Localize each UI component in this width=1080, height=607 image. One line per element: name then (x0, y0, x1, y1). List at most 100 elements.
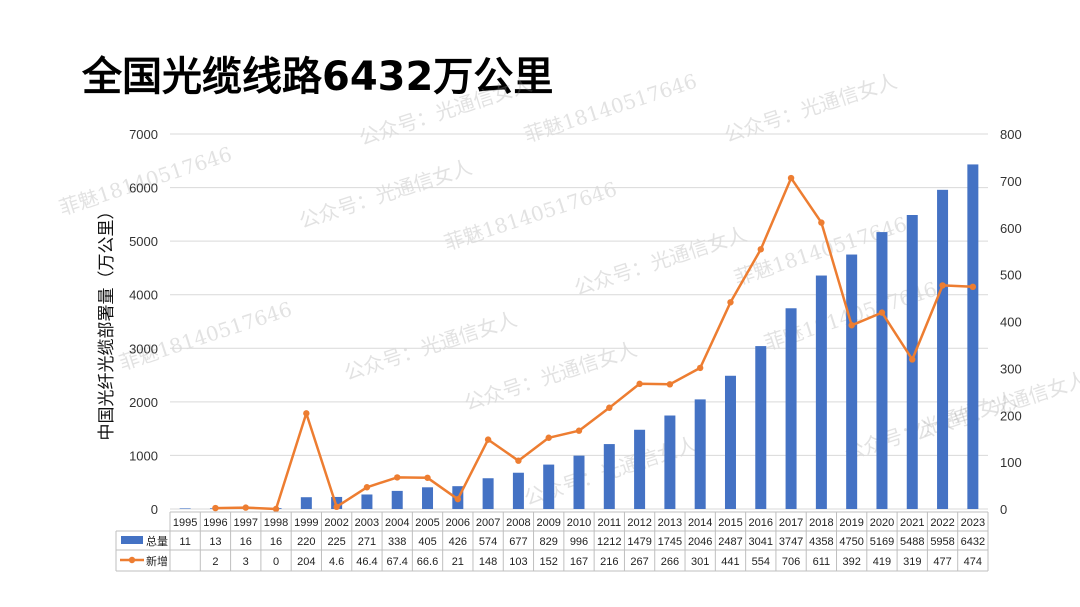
bar (755, 346, 767, 509)
bar (876, 232, 888, 509)
x-tick-label: 2012 (627, 517, 651, 529)
bar (482, 478, 494, 509)
y2-tick-label: 800 (1000, 127, 1022, 142)
x-tick-label: 2015 (718, 517, 742, 529)
x-tick-label: 2016 (749, 517, 773, 529)
x-tick-label: 2003 (355, 517, 379, 529)
y-tick-label: 0 (151, 502, 158, 517)
y-tick-label: 3000 (129, 341, 158, 356)
data-label-added: 103 (509, 556, 527, 568)
x-tick-label: 2023 (961, 517, 985, 529)
legend-label-added: 新增 (146, 554, 168, 568)
x-tick-label: 2009 (536, 517, 560, 529)
data-label-total: 3041 (749, 536, 773, 548)
data-label-added: 706 (782, 556, 800, 568)
series-line (215, 176, 973, 511)
line-point (909, 356, 916, 363)
bar (694, 399, 706, 509)
data-label-total: 5488 (900, 536, 924, 548)
bar (785, 308, 797, 509)
line-point (303, 410, 310, 417)
data-label-added: 441 (721, 556, 739, 568)
bar (573, 455, 585, 509)
data-label-total: 405 (418, 536, 436, 548)
line-point (848, 322, 855, 329)
data-label-added: 67.4 (387, 556, 408, 568)
data-label-total: 225 (327, 536, 345, 548)
line-point (818, 219, 825, 226)
x-tick-label: 1998 (264, 517, 288, 529)
y-tick-label: 6000 (129, 181, 158, 196)
data-label-added: 319 (903, 556, 921, 568)
data-label-total: 1745 (658, 536, 682, 548)
data-label-total: 16 (240, 536, 252, 548)
data-label-added: 4.6 (329, 556, 344, 568)
data-label-total: 2487 (718, 536, 742, 548)
data-label-added: 266 (661, 556, 679, 568)
bar (361, 494, 373, 509)
y-tick-label: 7000 (129, 127, 158, 142)
data-label-total: 5958 (930, 536, 954, 548)
bar (664, 415, 676, 509)
data-label-added: 46.4 (356, 556, 377, 568)
data-label-total: 677 (509, 536, 527, 548)
data-label-total: 829 (540, 536, 558, 548)
data-label-added: 204 (297, 556, 315, 568)
data-label-added: 474 (964, 556, 982, 568)
bar (422, 487, 434, 509)
x-tick-label: 2020 (870, 517, 894, 529)
line-point (575, 427, 583, 434)
data-label-added: 66.6 (417, 556, 438, 568)
x-tick-label: 2011 (597, 517, 621, 529)
x-tick-label: 2018 (809, 517, 833, 529)
x-tick-label: 2013 (658, 517, 682, 529)
bar (724, 375, 736, 509)
data-label-added: 3 (243, 556, 249, 568)
x-tick-label: 2017 (779, 517, 803, 529)
bar (543, 464, 555, 509)
data-label-added: 0 (273, 556, 279, 568)
data-label-added: 392 (842, 556, 860, 568)
legend-label-total: 总量 (146, 534, 168, 548)
line-point (666, 381, 674, 388)
x-tick-label: 2006 (446, 517, 470, 529)
x-tick-label: 2022 (930, 517, 954, 529)
data-label-total: 13 (209, 536, 221, 548)
line-point (606, 404, 613, 411)
x-tick-label: 2010 (567, 517, 591, 529)
line-point (454, 495, 462, 503)
data-label-total: 996 (570, 536, 588, 548)
data-label-added: 21 (452, 556, 464, 568)
y2-tick-label: 600 (1000, 221, 1022, 236)
bar (603, 444, 615, 509)
data-label-added: 554 (752, 556, 770, 568)
bar (512, 472, 524, 509)
data-label-total: 3747 (779, 536, 803, 548)
x-tick-label: 2008 (506, 517, 530, 529)
x-tick-label: 2007 (476, 517, 500, 529)
data-label-total: 16 (270, 536, 282, 548)
x-tick-label: 2021 (900, 517, 924, 529)
data-label-total: 6432 (961, 536, 985, 548)
x-tick-label: 1997 (233, 517, 257, 529)
data-label-added: 301 (691, 556, 709, 568)
line-point (757, 246, 764, 253)
y2-tick-label: 400 (1000, 315, 1022, 330)
line-point (272, 505, 280, 513)
line-point (787, 174, 795, 182)
bar (846, 254, 858, 509)
x-tick-label: 2002 (324, 517, 348, 529)
data-label-added: 267 (630, 556, 648, 568)
line-point (727, 299, 734, 306)
data-label-total: 220 (297, 536, 315, 548)
data-label-added: 167 (570, 556, 588, 568)
data-label-added: 611 (813, 556, 831, 568)
line-point (969, 283, 977, 291)
line-point (394, 474, 401, 481)
x-tick-label: 1995 (173, 517, 197, 529)
line-point (363, 484, 371, 491)
x-tick-label: 1999 (294, 517, 318, 529)
legend-marker-added (128, 556, 136, 564)
line-point (939, 282, 946, 289)
